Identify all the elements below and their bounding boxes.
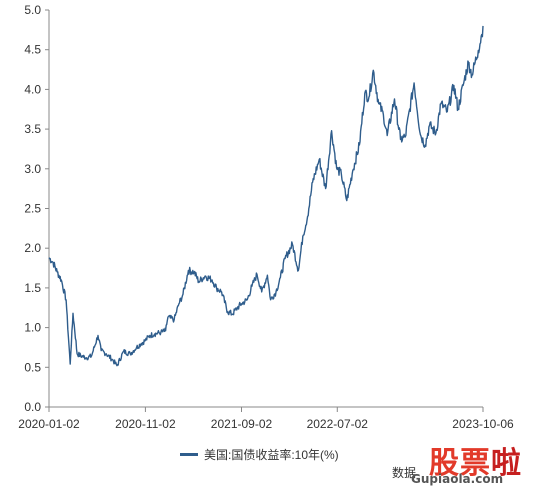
watermark-logo-part2: 啦 (491, 446, 522, 481)
y-tick-label: 2.5 (24, 202, 41, 216)
y-tick-label: 0.5 (24, 360, 41, 374)
legend: 美国:国债收益率:10年(%) (180, 444, 339, 464)
y-tick-label: 3.0 (24, 162, 41, 176)
y-tick-label: 2.0 (24, 241, 41, 255)
legend-label: 美国:国债收益率:10年(%) (204, 447, 339, 462)
watermark-url: Gupiaola.com (411, 472, 504, 486)
x-tick-label: 2022-07-02 (307, 417, 369, 431)
x-tick-label: 2021-09-02 (211, 417, 273, 431)
line-chart: 0.0 0.5 1.0 1.5 2.0 2.5 3.0 3.5 4.0 4.5 5.0 2020-01… (18, 3, 514, 431)
watermark-logo: 股票啦 Gupiaola.com (409, 438, 529, 490)
watermark-logo-text: 股票啦 (429, 438, 522, 482)
y-tick-label: 1.0 (24, 321, 41, 335)
y-tick-label: 4.0 (24, 82, 41, 96)
watermark-logo-part1: 股票 (429, 446, 491, 481)
x-tick-label: 2020-11-02 (115, 417, 176, 431)
y-tick-label: 5.0 (24, 3, 41, 17)
x-tick-label: 2023-10-06 (452, 417, 514, 431)
legend-swatch (180, 452, 198, 456)
series-line (48, 25, 484, 367)
y-tick-label: 4.5 (24, 43, 41, 57)
source-text: 数据 (392, 466, 417, 480)
y-tick-label: 0.0 (24, 400, 41, 414)
y-tick-label: 3.5 (24, 122, 41, 136)
x-tick-label: 2020-01-02 (18, 417, 80, 431)
y-tick-label: 1.5 (24, 281, 41, 295)
